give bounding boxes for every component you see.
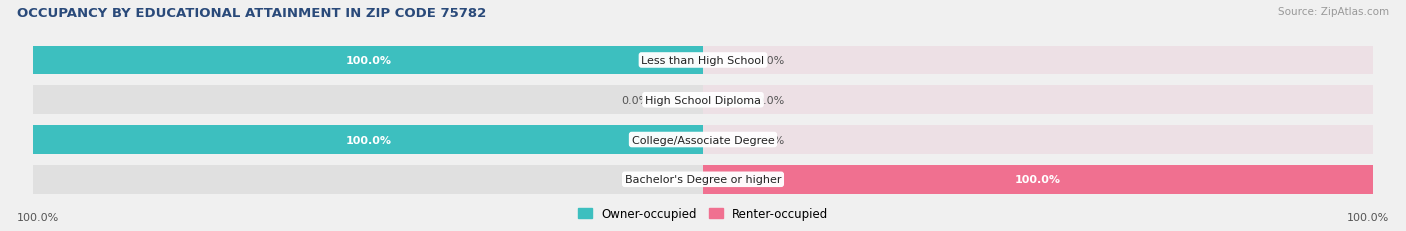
Text: 100.0%: 100.0%	[346, 135, 391, 145]
Bar	[703, 165, 1372, 194]
Text: 100.0%: 100.0%	[1015, 175, 1060, 185]
Text: Bachelor's Degree or higher: Bachelor's Degree or higher	[624, 175, 782, 185]
Text: 100.0%: 100.0%	[1347, 212, 1389, 222]
Text: 100.0%: 100.0%	[346, 56, 391, 66]
Legend: Owner-occupied, Renter-occupied: Owner-occupied, Renter-occupied	[572, 203, 834, 225]
Bar	[34, 86, 703, 115]
Text: 100.0%: 100.0%	[17, 212, 59, 222]
Bar	[703, 165, 1372, 194]
Text: 0.0%: 0.0%	[756, 95, 785, 105]
Text: OCCUPANCY BY EDUCATIONAL ATTAINMENT IN ZIP CODE 75782: OCCUPANCY BY EDUCATIONAL ATTAINMENT IN Z…	[17, 7, 486, 20]
Text: 0.0%: 0.0%	[621, 175, 650, 185]
Bar	[703, 126, 1372, 154]
Bar	[34, 126, 703, 154]
Text: Less than High School: Less than High School	[641, 56, 765, 66]
Text: 0.0%: 0.0%	[621, 95, 650, 105]
Bar	[34, 165, 703, 194]
Bar	[34, 126, 703, 154]
Bar	[703, 46, 1372, 75]
Bar	[34, 46, 703, 75]
Bar	[703, 86, 1372, 115]
Text: High School Diploma: High School Diploma	[645, 95, 761, 105]
Text: 0.0%: 0.0%	[756, 56, 785, 66]
Text: 0.0%: 0.0%	[756, 135, 785, 145]
Bar	[34, 46, 703, 75]
Text: College/Associate Degree: College/Associate Degree	[631, 135, 775, 145]
Text: Source: ZipAtlas.com: Source: ZipAtlas.com	[1278, 7, 1389, 17]
